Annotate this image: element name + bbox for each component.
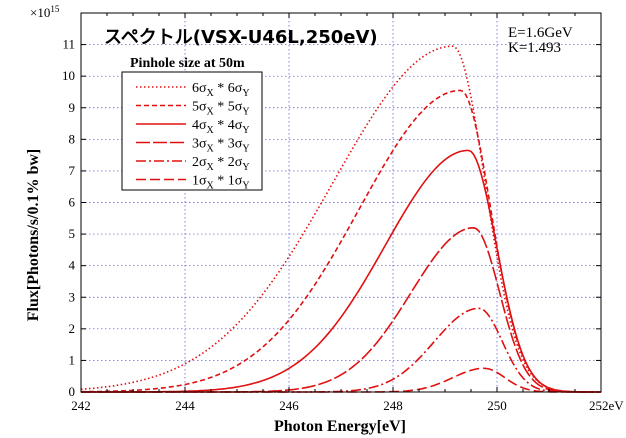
y-tick-label: 9: [69, 100, 76, 115]
legend-label: 2σX * 2σY: [192, 155, 250, 173]
x-tick-label: 242: [71, 398, 91, 413]
series-line: [80, 45, 601, 393]
x-tick-label: 250: [487, 398, 507, 413]
ticks: 242 244 246 248 250 252eV 0 1 2 3 4 5 6 7 8 9 10 11: [62, 12, 624, 413]
y-exponent-label: ×1015: [30, 4, 60, 20]
x-tick-label: 252eV: [589, 398, 624, 413]
legend-label: 1σX * 1σY: [192, 174, 250, 192]
chart-title: スペクトル(VSX-U46L,250eV): [104, 27, 378, 48]
y-tick-label: 11: [62, 37, 75, 52]
y-tick-label: 8: [69, 131, 76, 146]
legend-label: 3σX * 3σY: [192, 137, 250, 155]
x-tick-label: 248: [383, 398, 403, 413]
legend-label: 4σX * 4σY: [192, 118, 250, 136]
legend-label: 6σX * 6σY: [192, 81, 250, 99]
legend-label: 5σX * 5σY: [192, 100, 250, 118]
y-exponent: 15: [50, 4, 60, 14]
k-param: K=1.493: [508, 40, 561, 56]
legend-title: Pinhole size at 50m: [130, 56, 245, 71]
x-axis-title: Photon Energy[eV]: [274, 418, 406, 435]
y-tick-label: 0: [69, 384, 76, 399]
y-tick-label: 1: [69, 352, 76, 367]
y-tick-label: 3: [69, 289, 76, 304]
y-tick-label: 4: [69, 258, 76, 273]
y-tick-label: 10: [62, 68, 75, 83]
legend-box: [121, 71, 263, 191]
y-tick-label: 2: [69, 321, 76, 336]
y-tick-label: 5: [69, 226, 76, 241]
x-tick-label: 244: [175, 398, 195, 413]
y-axis-title: Flux[Photons/s/0.1% bw]: [25, 149, 42, 321]
x-tick-label: 246: [279, 398, 299, 413]
energy-param: E=1.6GeV: [508, 25, 573, 41]
y-tick-label: 6: [69, 195, 76, 210]
y-tick-label: 7: [69, 163, 76, 178]
